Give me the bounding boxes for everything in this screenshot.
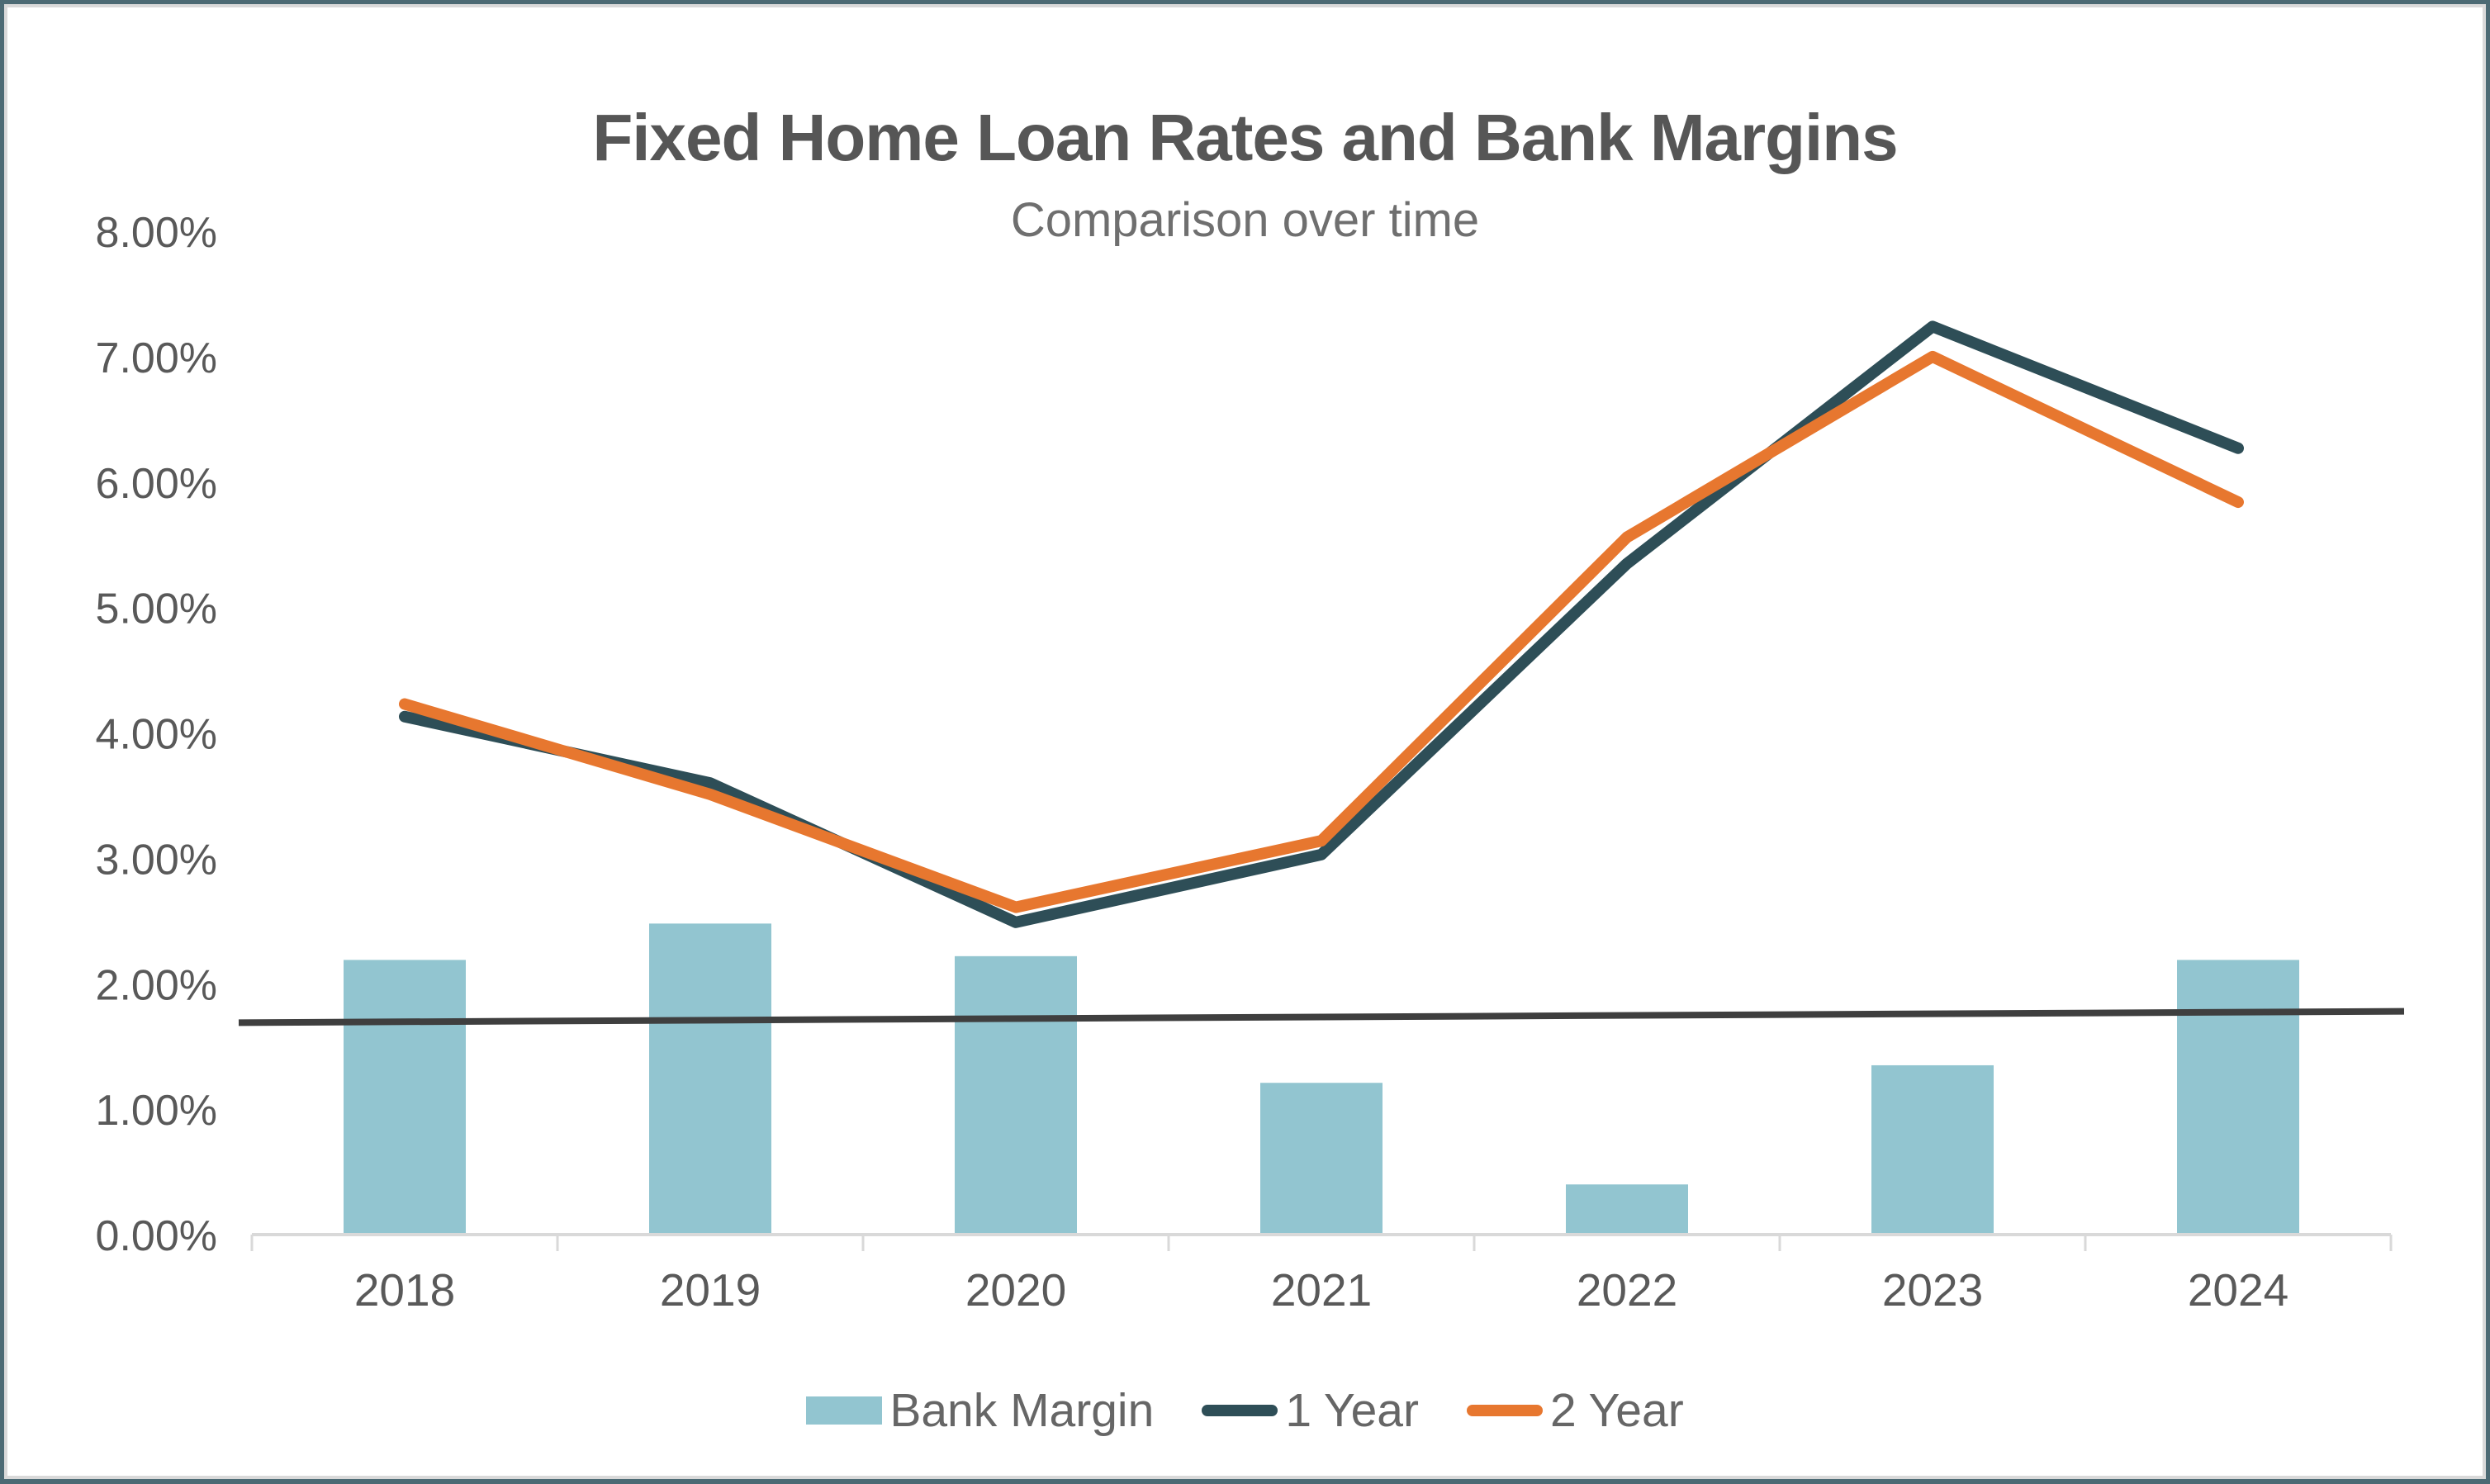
legend: Bank Margin 1 Year 2 Year [7,1383,2483,1438]
bank-margin-bar[interactable] [1871,1064,1994,1235]
y-axis-tick-label: 6.00% [96,460,217,508]
legend-item-2-year: 2 Year [1467,1383,1684,1438]
x-axis-tick-label: 2019 [660,1264,761,1316]
legend-label-1-year: 1 Year [1285,1384,1419,1437]
bank-margin-bar[interactable] [2177,960,2299,1235]
chart-card: 0.00% 1.00% 2.00% 3.00% 4.00% 5.00% 6.00% 7.00%… [4,4,2486,1479]
bank-margin-bar[interactable] [649,923,771,1235]
y-axis-tick-label: 7.00% [96,334,217,382]
one-year-line-swatch-icon [1202,1405,1278,1416]
bank-margin-bar[interactable] [955,955,1077,1235]
x-axis-tick-label: 2023 [1882,1264,1983,1316]
y-axis-tick-label: 4.00% [96,711,217,759]
x-axis-tick-label: 2021 [1271,1264,1372,1316]
one-year-line[interactable] [399,320,2244,928]
bank-margin-bar[interactable] [344,960,466,1235]
trend-line[interactable] [238,1008,2405,1026]
x-axis-tick-label: 2018 [354,1264,455,1316]
legend-label-2-year: 2 Year [1550,1384,1684,1437]
x-axis-tick-label: 2022 [1577,1264,1677,1316]
two-year-line[interactable] [399,350,2244,913]
chart-plot-area: 0.00% 1.00% 2.00% 3.00% 4.00% 5.00% 6.00% 7.00%… [96,209,2405,1316]
chart-subtitle: Comparison over time [1010,193,1480,247]
chart-title: Fixed Home Loan Rates and Bank Margins [592,101,1898,174]
legend-item-bank-margin: Bank Margin [806,1383,1154,1438]
two-year-line-swatch-icon [1467,1405,1543,1416]
y-axis-tick-label: 1.00% [96,1087,217,1135]
bank-margin-swatch-icon [806,1396,883,1425]
bank-margin-bar[interactable] [1260,1083,1383,1235]
y-axis-tick-label: 5.00% [96,586,217,633]
legend-label-bank-margin: Bank Margin [889,1384,1155,1437]
legend-item-1-year: 1 Year [1202,1383,1419,1438]
y-axis-tick-label: 3.00% [96,836,217,884]
y-axis-tick-label: 8.00% [96,209,217,257]
x-axis-tick-label: 2020 [965,1264,1066,1316]
bank-margin-bar[interactable] [1566,1184,1688,1235]
y-axis-tick-label: 0.00% [96,1212,217,1260]
y-axis-tick-label: 2.00% [96,961,217,1009]
x-axis-tick-label: 2024 [2188,1264,2288,1316]
